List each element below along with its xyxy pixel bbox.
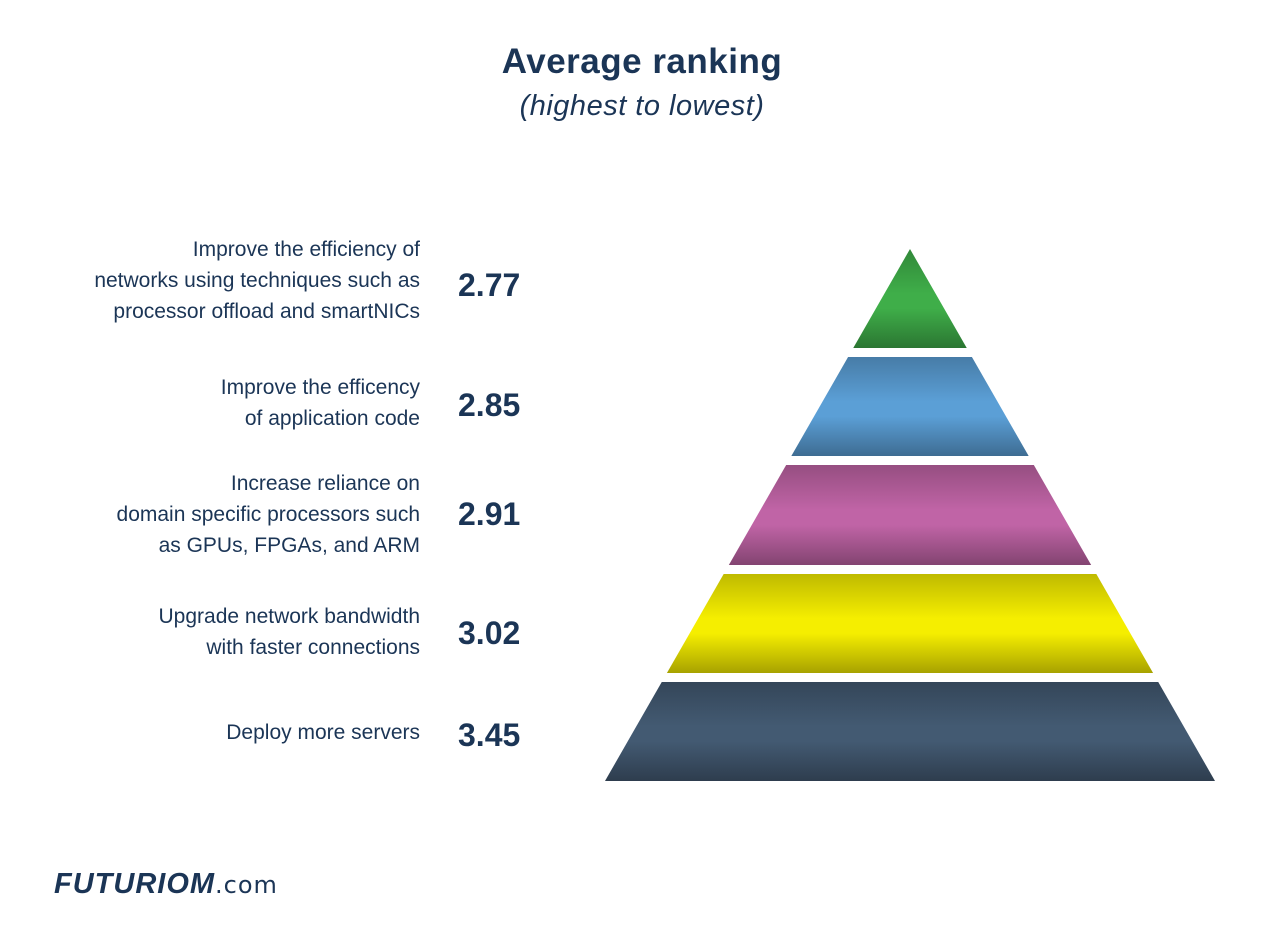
pyramid-layer-4 [666, 574, 1154, 673]
level-label-1: Improve the efficiency of networks using… [0, 234, 420, 327]
level-label-5: Deploy more servers [0, 717, 420, 748]
level-label-2: Improve the efficency of application cod… [0, 372, 420, 434]
level-value-2: 2.85 [458, 387, 521, 423]
level-label-3-line-3: as GPUs, FPGAs, and ARM [158, 534, 420, 557]
level-label-2-line-1: Improve the efficency [220, 376, 420, 399]
level-label-3-line-2: domain specific processors such [116, 503, 420, 526]
level-label-4: Upgrade network bandwidth with faster co… [0, 601, 421, 663]
chart-title: Average ranking [501, 42, 783, 81]
level-label-3: Increase reliance on domain specific pro… [0, 468, 420, 561]
pyramid-layer-2 [791, 357, 1029, 456]
pyramid-layer-5 [605, 682, 1215, 781]
level-value-1: 2.77 [458, 267, 521, 303]
level-label-1-line-1: Improve the efficiency of [192, 238, 420, 261]
level-label-4-line-1: Upgrade network bandwidth [158, 605, 421, 628]
chart-subtitle: (highest to lowest) [519, 90, 765, 122]
level-value-4: 3.02 [458, 615, 521, 651]
level-label-4-line-2: with faster connections [206, 636, 420, 659]
pyramid-layer-1 [853, 249, 967, 348]
logo-brand: FUTURIOM [54, 868, 216, 900]
level-value-5: 3.45 [458, 717, 521, 753]
level-label-1-line-3: processor offload and smartNICs [113, 300, 420, 323]
level-label-2-line-2: of application code [244, 407, 420, 430]
futuriom-logo: FUTURIOM.com [54, 868, 278, 901]
logo-tld: .com [215, 871, 278, 899]
level-label-5-line-1: Deploy more servers [226, 721, 420, 744]
pyramid-layer-3 [728, 465, 1092, 565]
level-value-3: 2.91 [458, 496, 521, 532]
level-label-3-line-1: Increase reliance on [230, 472, 420, 495]
level-label-1-line-2: networks using techniques such as [94, 269, 420, 292]
